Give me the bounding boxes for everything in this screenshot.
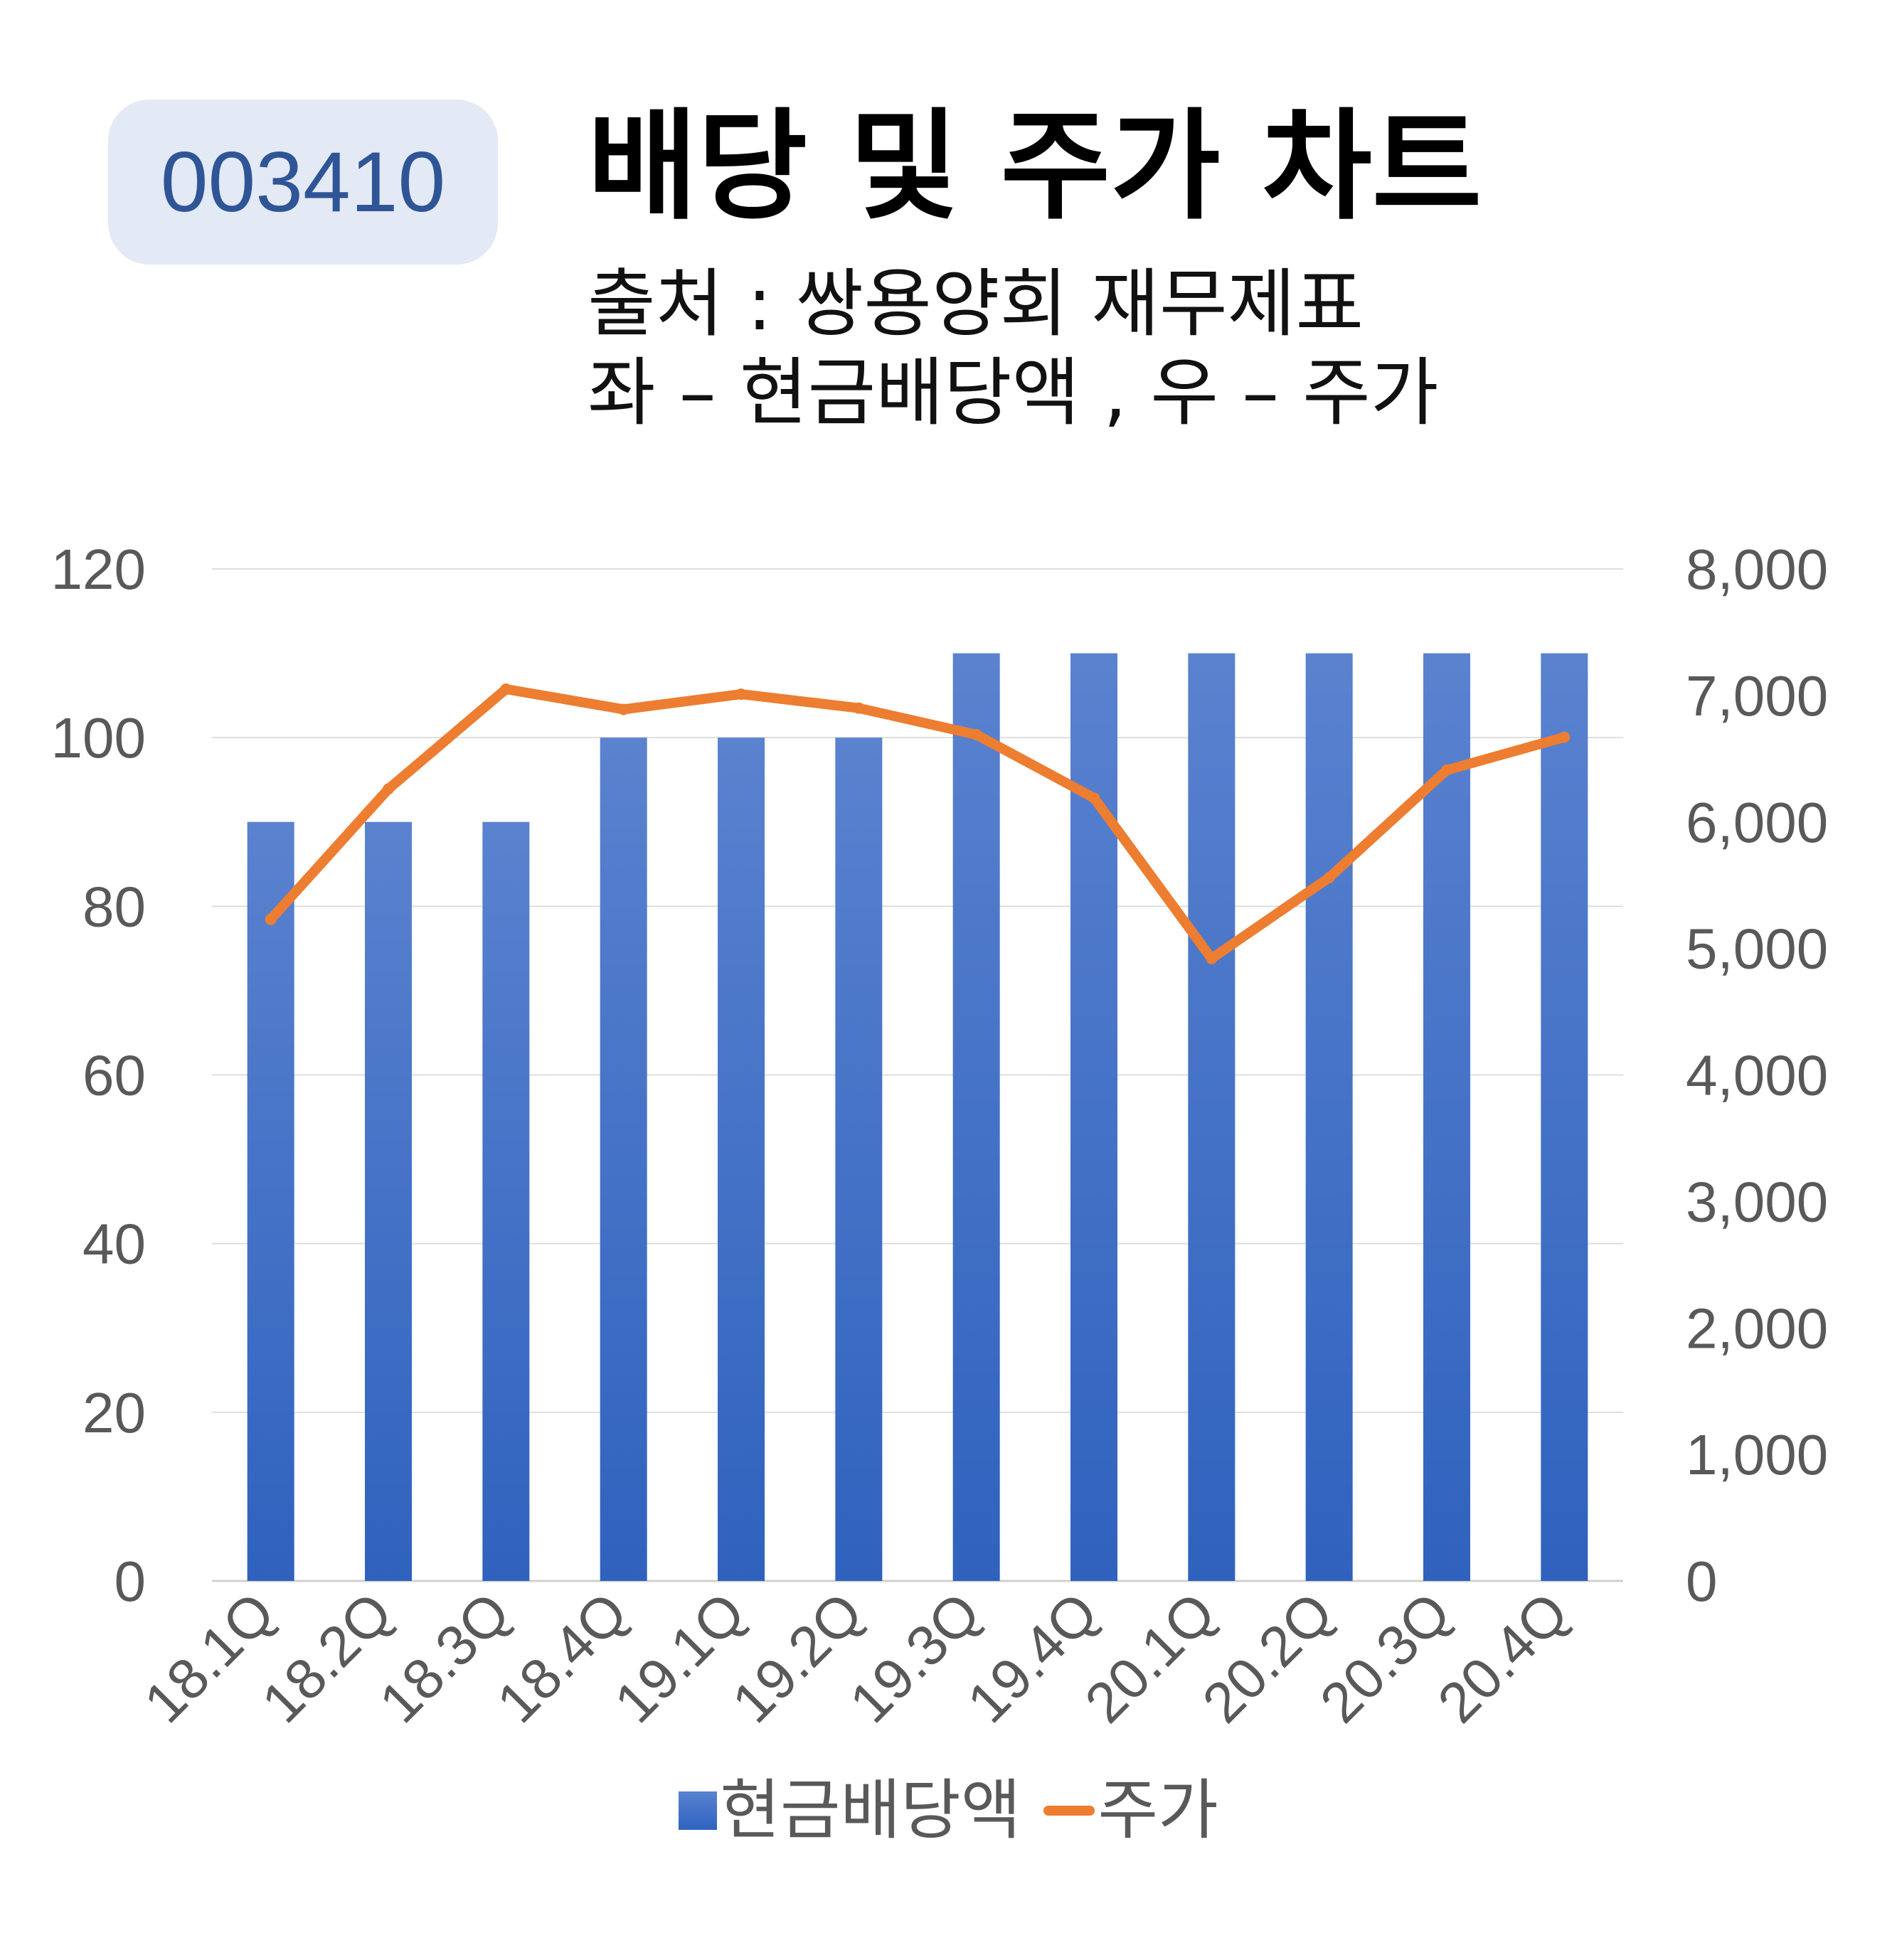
price-point xyxy=(500,683,512,695)
dividend-bar xyxy=(1188,653,1236,1582)
x-tick-label: 20.1Q xyxy=(1073,1580,1227,1735)
dividend-price-chart: 0 20 40 60 80 100 120 0 1,000 2,000 3,000 4,000 5,0… xyxy=(51,538,1829,1735)
price-line xyxy=(265,683,1571,964)
left-tick-label: 0 xyxy=(115,1550,147,1613)
x-tick-label: 19.1Q xyxy=(602,1580,757,1735)
x-tick-label: 18.4Q xyxy=(485,1580,639,1735)
right-tick-label: 4,000 xyxy=(1686,1044,1828,1107)
x-tick-label: 18.3Q xyxy=(367,1580,521,1735)
bar-swatch-icon xyxy=(679,1791,718,1830)
axes-note: 좌 – 현금배당액 , 우 – 주가 xyxy=(588,349,1439,436)
left-tick-label: 100 xyxy=(51,706,146,769)
legend-item-dividend: 현금배당액 xyxy=(679,1778,1021,1843)
dividend-bar xyxy=(1305,653,1353,1582)
left-tick-label: 120 xyxy=(51,538,146,601)
stock-code-badge: 003410 xyxy=(108,100,498,265)
right-tick-label: 3,000 xyxy=(1686,1170,1828,1233)
dividend-bar xyxy=(600,737,647,1581)
right-tick-label: 5,000 xyxy=(1686,917,1828,981)
price-point xyxy=(1206,952,1218,964)
dividend-bar xyxy=(482,821,530,1581)
stock-code: 003410 xyxy=(160,134,446,230)
left-tick-label: 80 xyxy=(83,875,146,938)
source-note: 출처 : 쌍용양회 재무제표 xyxy=(588,260,1364,347)
right-tick-label: 0 xyxy=(1686,1550,1718,1613)
legend-item-price: 주가 xyxy=(1043,1778,1218,1843)
left-tick-label: 40 xyxy=(83,1213,146,1276)
dividend-bar xyxy=(247,821,294,1581)
price-point xyxy=(1441,764,1452,776)
price-point xyxy=(853,702,865,714)
price-point xyxy=(265,913,277,925)
right-tick-label: 6,000 xyxy=(1686,791,1828,854)
right-tick-label: 7,000 xyxy=(1686,664,1828,728)
legend-label-price: 주가 xyxy=(1098,1772,1218,1848)
x-tick-label: 19.3Q xyxy=(838,1580,992,1735)
right-axis-ticks: 0 1,000 2,000 3,000 4,000 5,000 6,000 7,000 8,00… xyxy=(1686,538,1828,1613)
dividend-bar xyxy=(1070,653,1117,1582)
price-point xyxy=(617,703,629,715)
left-tick-label: 20 xyxy=(83,1381,146,1444)
dividend-bar xyxy=(835,737,883,1581)
left-tick-label: 60 xyxy=(83,1044,146,1107)
price-point xyxy=(1323,872,1335,884)
dividend-bar xyxy=(952,653,1000,1582)
x-tick-label: 19.4Q xyxy=(955,1580,1110,1735)
legend: 현금배당액 주가 xyxy=(0,1778,1897,1843)
right-tick-label: 1,000 xyxy=(1686,1423,1828,1486)
price-point xyxy=(970,729,982,741)
price-series-line xyxy=(265,683,1570,964)
dividend-bar xyxy=(718,737,765,1581)
price-point xyxy=(735,688,747,701)
price-point xyxy=(1558,731,1571,743)
price-point xyxy=(383,783,394,795)
chart-title: 배당 및 주가 차트 xyxy=(588,97,1482,236)
price-point xyxy=(1088,792,1100,804)
right-tick-label: 2,000 xyxy=(1686,1296,1828,1360)
line-swatch-icon xyxy=(1043,1806,1095,1816)
x-tick-label: 20.4Q xyxy=(1425,1580,1580,1735)
x-tick-label: 19.2Q xyxy=(720,1580,874,1735)
legend-label-dividend: 현금배당액 xyxy=(720,1772,1021,1848)
dividend-bars xyxy=(247,653,1588,1582)
x-axis-ticks: 18.1Q18.2Q18.3Q18.4Q19.1Q19.2Q19.3Q19.4Q… xyxy=(132,1580,1580,1735)
right-tick-label: 8,000 xyxy=(1686,538,1828,601)
left-axis-ticks: 0 20 40 60 80 100 120 xyxy=(51,538,146,1613)
x-tick-label: 20.3Q xyxy=(1308,1580,1462,1735)
x-tick-label: 18.1Q xyxy=(132,1580,287,1735)
dividend-bar xyxy=(365,821,412,1581)
x-tick-label: 20.2Q xyxy=(1191,1580,1345,1735)
dividend-bar xyxy=(1541,653,1588,1582)
dividend-bar xyxy=(1423,653,1470,1582)
x-tick-label: 18.2Q xyxy=(250,1580,404,1735)
